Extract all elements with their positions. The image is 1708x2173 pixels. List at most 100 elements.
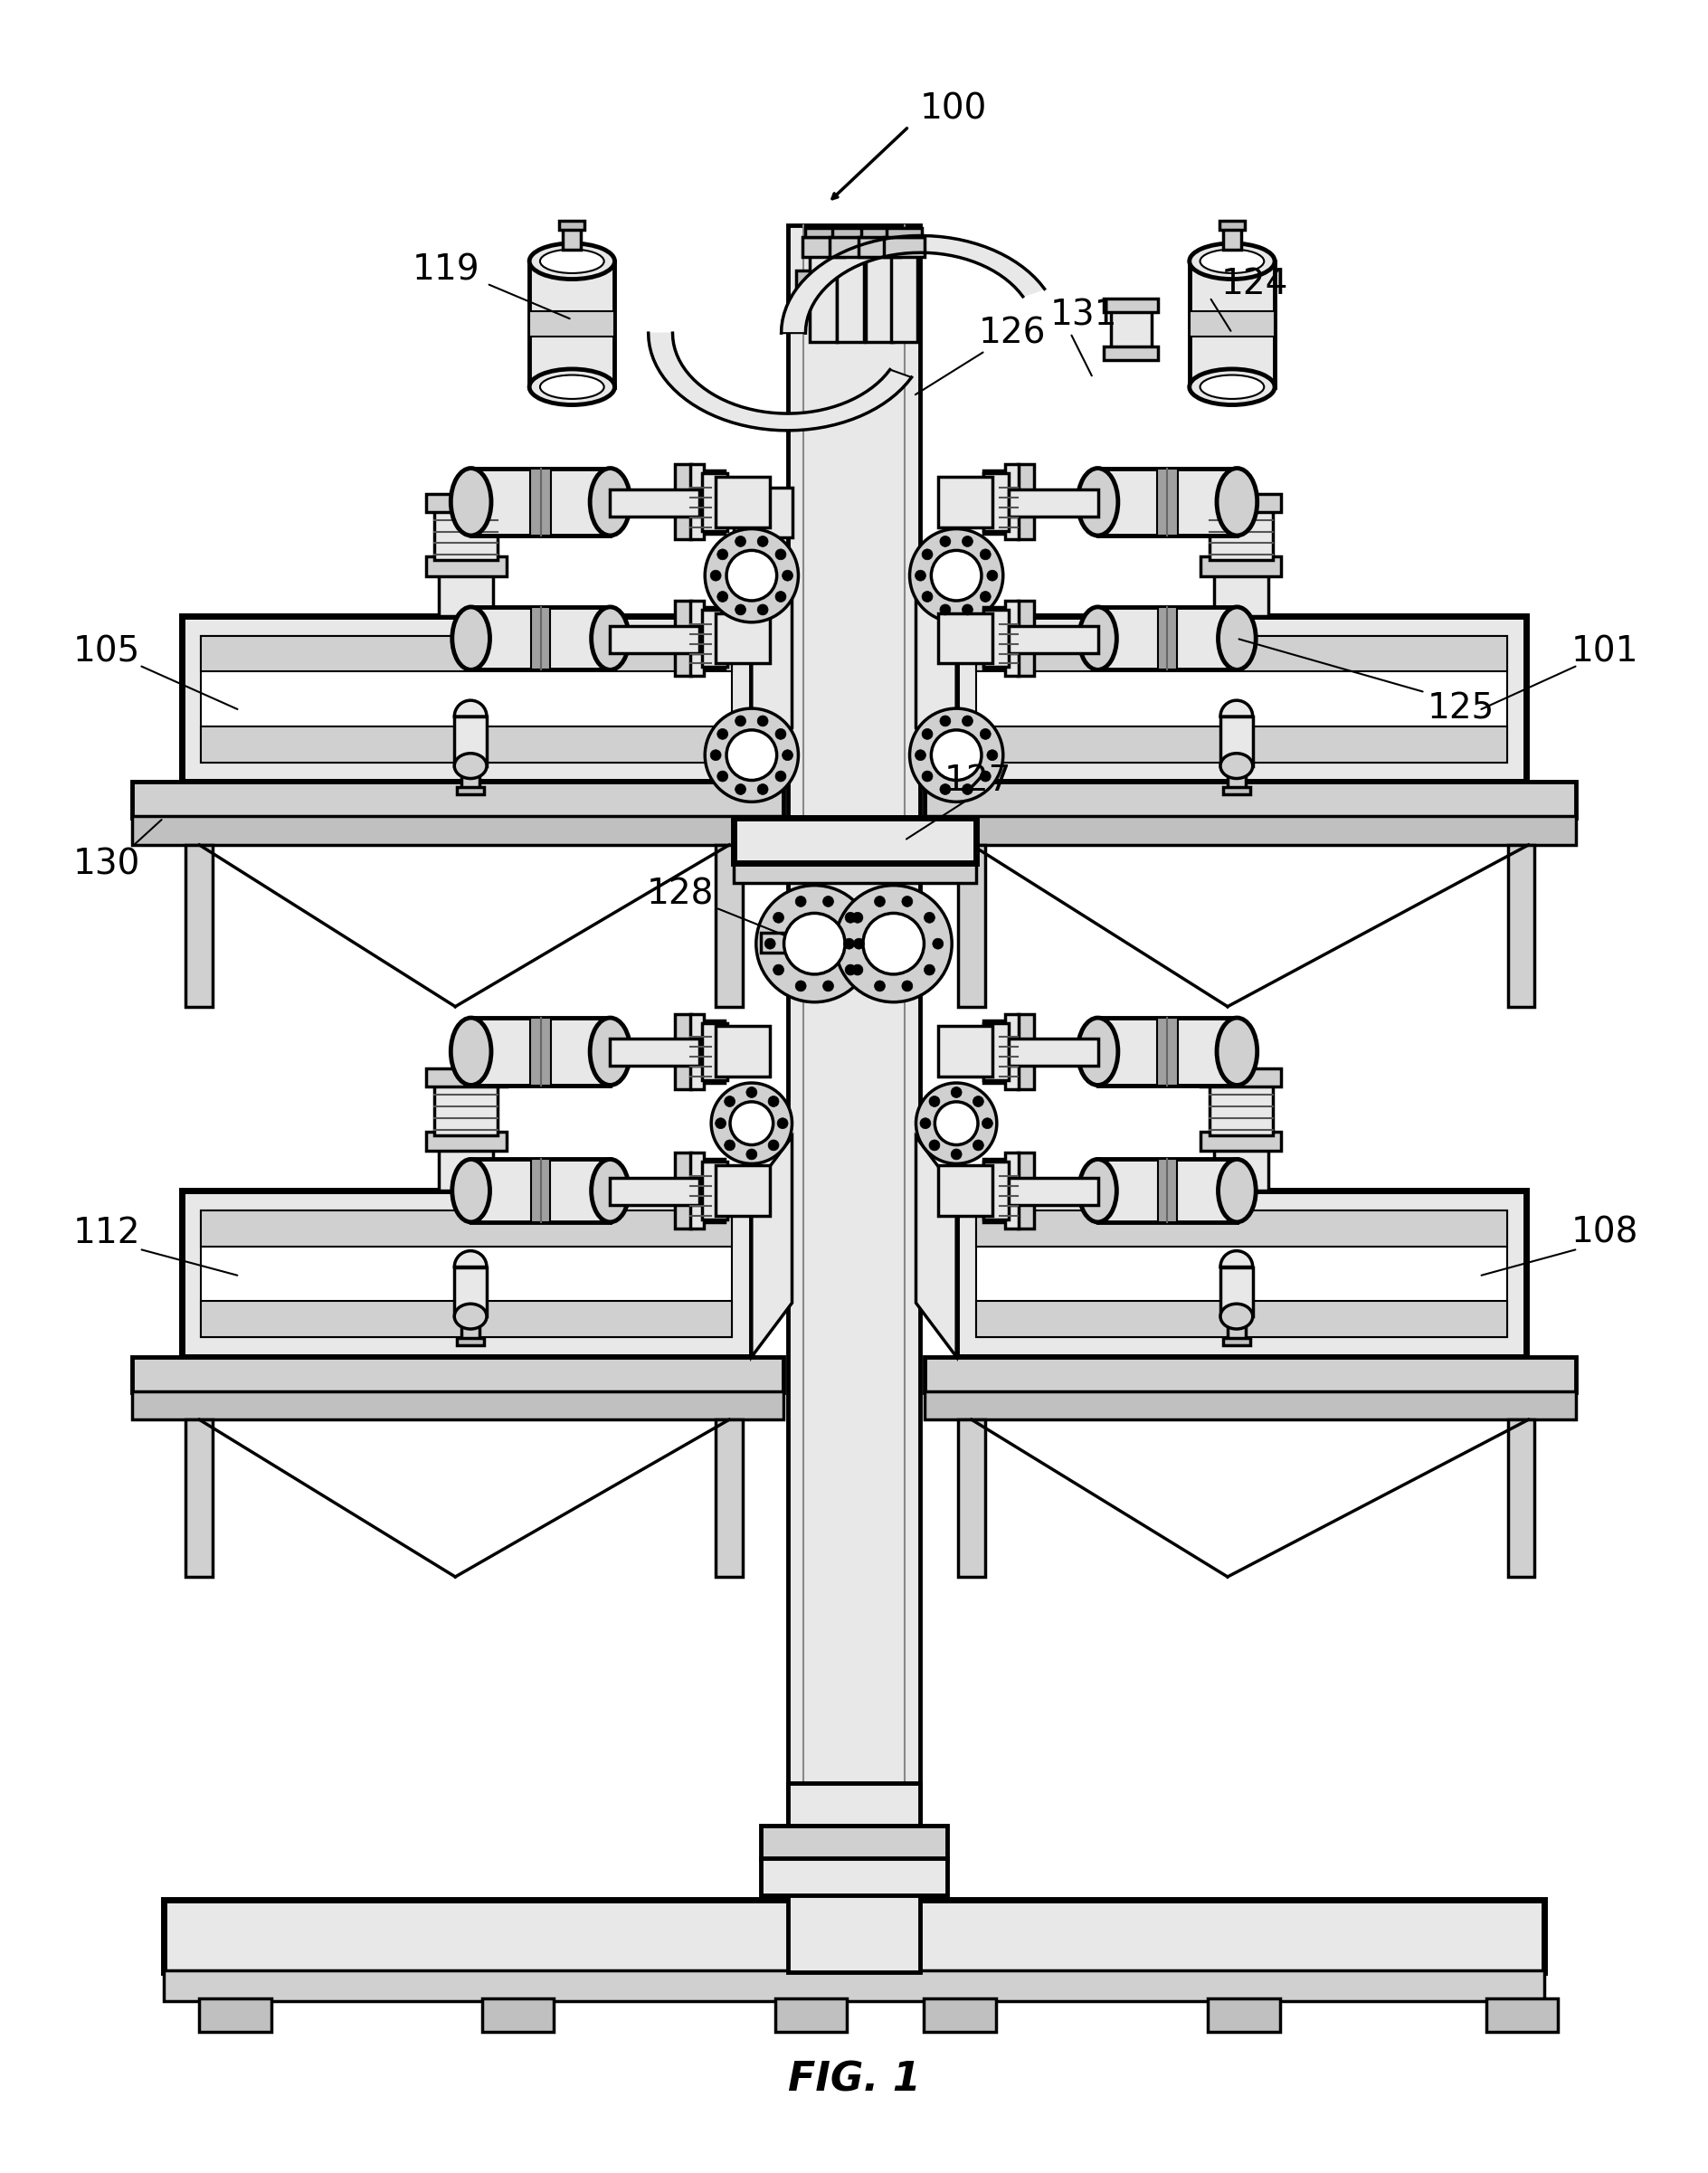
Text: 105: 105 xyxy=(73,635,140,669)
Bar xyxy=(675,1154,692,1228)
Text: 108: 108 xyxy=(1571,1215,1638,1249)
Ellipse shape xyxy=(1221,754,1252,778)
Bar xyxy=(716,476,770,528)
Circle shape xyxy=(726,550,777,600)
Bar xyxy=(1004,465,1018,539)
Bar xyxy=(1110,306,1151,352)
Circle shape xyxy=(775,771,786,782)
Circle shape xyxy=(775,728,786,739)
Bar xyxy=(531,467,550,535)
Circle shape xyxy=(769,1141,779,1152)
Bar xyxy=(984,1019,1027,1082)
Polygon shape xyxy=(915,563,956,782)
Bar xyxy=(830,237,871,256)
Bar xyxy=(716,1026,770,1076)
Text: 124: 124 xyxy=(1221,267,1288,300)
Bar xyxy=(1008,1039,1098,1065)
Bar xyxy=(1508,1419,1535,1578)
Ellipse shape xyxy=(451,467,492,535)
Bar xyxy=(984,1158,1027,1221)
Ellipse shape xyxy=(1218,1158,1255,1221)
Bar xyxy=(977,637,1506,763)
Bar xyxy=(716,1165,770,1217)
Ellipse shape xyxy=(451,1017,492,1084)
Circle shape xyxy=(716,1117,726,1128)
Circle shape xyxy=(823,980,834,991)
Bar xyxy=(883,237,926,256)
Bar xyxy=(132,817,782,845)
Bar xyxy=(926,1391,1576,1419)
Bar xyxy=(886,228,922,237)
Circle shape xyxy=(796,895,806,906)
Bar xyxy=(610,626,700,652)
Bar xyxy=(1201,493,1281,513)
Bar xyxy=(202,1302,731,1336)
Bar xyxy=(202,726,731,763)
Bar xyxy=(202,1210,731,1336)
Ellipse shape xyxy=(1079,606,1117,669)
Bar xyxy=(1201,1132,1281,1152)
Wedge shape xyxy=(454,700,487,717)
Bar xyxy=(938,1165,992,1217)
Circle shape xyxy=(924,965,934,976)
Circle shape xyxy=(962,604,974,615)
Circle shape xyxy=(924,913,934,924)
Bar xyxy=(681,472,724,532)
Circle shape xyxy=(939,604,951,615)
Bar xyxy=(984,606,1027,669)
Bar xyxy=(425,1132,507,1152)
Ellipse shape xyxy=(1078,1017,1119,1084)
Ellipse shape xyxy=(589,1017,630,1084)
Bar xyxy=(924,1997,996,2032)
Circle shape xyxy=(910,708,1003,802)
Bar xyxy=(1223,787,1250,795)
Bar xyxy=(531,606,550,669)
Circle shape xyxy=(915,1082,997,1165)
Bar xyxy=(439,571,494,615)
Bar xyxy=(690,465,704,539)
Bar xyxy=(202,637,731,763)
Bar xyxy=(610,1178,700,1206)
Bar xyxy=(743,487,793,537)
Ellipse shape xyxy=(1216,1017,1257,1084)
Bar xyxy=(186,1419,214,1578)
Circle shape xyxy=(717,591,728,602)
Bar xyxy=(796,269,914,293)
Bar xyxy=(132,1391,782,1419)
Bar xyxy=(832,228,868,237)
Bar xyxy=(1158,467,1177,535)
Circle shape xyxy=(757,537,769,548)
Bar xyxy=(892,239,917,341)
Bar xyxy=(1004,1015,1018,1089)
Bar xyxy=(529,261,615,387)
Bar xyxy=(461,765,480,791)
Bar xyxy=(675,600,692,676)
Bar xyxy=(1201,1069,1281,1086)
Circle shape xyxy=(724,1141,734,1152)
Bar xyxy=(1228,1315,1245,1341)
Bar xyxy=(702,611,728,667)
Circle shape xyxy=(734,604,746,615)
Bar xyxy=(734,861,977,882)
Circle shape xyxy=(717,550,728,561)
Circle shape xyxy=(962,537,974,548)
Circle shape xyxy=(845,913,856,924)
Bar xyxy=(810,239,837,341)
Ellipse shape xyxy=(1079,1158,1117,1221)
Bar xyxy=(181,615,752,782)
Bar xyxy=(938,1026,992,1076)
Circle shape xyxy=(775,591,786,602)
Ellipse shape xyxy=(591,1158,629,1221)
Ellipse shape xyxy=(1216,467,1257,535)
Bar xyxy=(132,782,782,817)
Text: 127: 127 xyxy=(945,763,1011,797)
Circle shape xyxy=(915,750,926,761)
Bar xyxy=(439,1145,494,1191)
Bar xyxy=(1098,1158,1237,1221)
Bar xyxy=(702,1163,728,1219)
Bar xyxy=(1004,600,1018,676)
Circle shape xyxy=(782,569,793,580)
Circle shape xyxy=(711,750,721,761)
Bar xyxy=(482,1997,553,2032)
Circle shape xyxy=(929,1141,939,1152)
